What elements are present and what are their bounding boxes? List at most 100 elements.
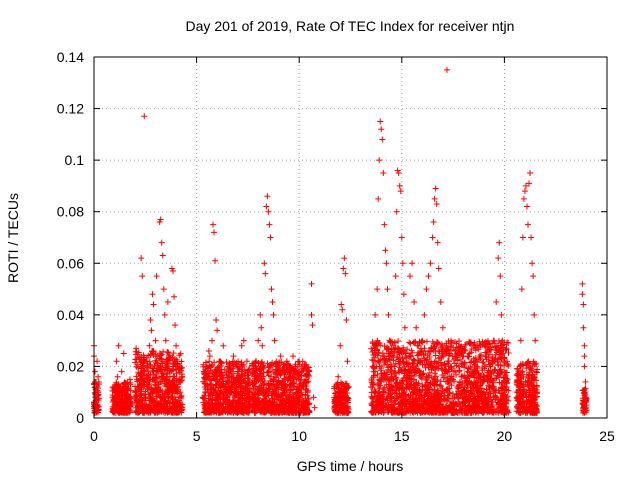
cluster-point bbox=[169, 367, 176, 374]
y-tick-label: 0.02 bbox=[57, 358, 84, 374]
y-tick-label: 0.04 bbox=[57, 307, 84, 323]
cluster-point bbox=[150, 365, 157, 372]
cluster-point bbox=[170, 350, 177, 357]
cluster-point bbox=[122, 380, 129, 387]
cluster-point bbox=[150, 348, 157, 355]
cluster-point bbox=[152, 357, 159, 364]
cluster-point bbox=[109, 408, 116, 415]
cluster-point bbox=[134, 403, 141, 410]
cluster-point bbox=[143, 364, 150, 371]
cluster-point bbox=[154, 353, 161, 360]
cluster-point bbox=[167, 381, 174, 388]
cluster-point bbox=[151, 378, 158, 385]
cluster-point bbox=[139, 400, 146, 407]
cluster-point bbox=[146, 358, 153, 365]
cluster-point bbox=[127, 400, 134, 407]
cluster-point bbox=[147, 408, 154, 415]
cluster-point bbox=[134, 361, 141, 368]
cluster-point bbox=[159, 374, 166, 381]
cluster-point bbox=[161, 397, 168, 404]
cluster-point bbox=[151, 387, 158, 394]
cluster-point bbox=[169, 395, 176, 402]
cluster-point bbox=[112, 393, 119, 400]
cluster-point bbox=[233, 375, 240, 382]
cluster-point bbox=[141, 378, 148, 385]
cluster-point bbox=[153, 398, 160, 405]
cluster-point bbox=[157, 379, 164, 386]
cluster-point bbox=[113, 402, 120, 409]
y-tick-label: 0.06 bbox=[57, 255, 84, 271]
cluster-point bbox=[145, 383, 152, 390]
cluster-point bbox=[126, 408, 133, 415]
cluster-point bbox=[135, 386, 142, 393]
cluster-point bbox=[147, 352, 154, 359]
cluster-point bbox=[170, 361, 177, 368]
cluster-point bbox=[165, 360, 172, 367]
cluster-point bbox=[172, 355, 179, 362]
cluster-point bbox=[137, 395, 144, 402]
cluster-point bbox=[95, 403, 102, 410]
cluster-point bbox=[173, 375, 180, 382]
cluster-point bbox=[155, 367, 162, 374]
cluster-point bbox=[144, 407, 151, 414]
cluster-point bbox=[167, 355, 174, 362]
y-tick-label: 0 bbox=[76, 410, 84, 426]
cluster-point bbox=[127, 403, 134, 410]
cluster-point bbox=[178, 358, 185, 365]
cluster-point bbox=[177, 350, 184, 357]
x-tick-label: 15 bbox=[394, 428, 410, 444]
cluster-point bbox=[164, 400, 171, 407]
cluster-point bbox=[167, 399, 174, 406]
y-tick-label: 0.12 bbox=[57, 101, 84, 117]
cluster-point bbox=[145, 386, 152, 393]
cluster-point bbox=[178, 365, 185, 372]
cluster-point bbox=[135, 355, 142, 362]
cluster-point bbox=[110, 406, 117, 413]
x-tick-label: 25 bbox=[599, 428, 615, 444]
cluster-point bbox=[153, 406, 160, 413]
x-tick-label: 10 bbox=[291, 428, 307, 444]
cluster-point bbox=[243, 358, 250, 365]
cluster-point bbox=[178, 407, 185, 414]
cluster-point bbox=[147, 376, 154, 383]
cluster-point bbox=[162, 366, 169, 373]
cluster-point bbox=[146, 393, 153, 400]
cluster-point bbox=[170, 382, 177, 389]
cluster-point bbox=[158, 351, 165, 358]
x-axis-label: GPS time / hours bbox=[297, 458, 404, 474]
cluster-point bbox=[145, 375, 152, 382]
cluster-point bbox=[132, 395, 139, 402]
cluster-point bbox=[133, 373, 140, 380]
cluster-point bbox=[179, 371, 186, 378]
cluster-point bbox=[143, 354, 150, 361]
cluster-point bbox=[125, 385, 132, 392]
cluster-point bbox=[96, 395, 102, 402]
y-axis-label: ROTI / TECUs bbox=[5, 193, 21, 283]
cluster-point bbox=[163, 364, 170, 371]
cluster-point bbox=[157, 355, 164, 362]
y-tick-label: 0.08 bbox=[57, 204, 84, 220]
y-tick-label: 0.1 bbox=[65, 152, 85, 168]
cluster-point bbox=[158, 373, 165, 380]
cluster-point bbox=[163, 371, 170, 378]
cluster-point bbox=[246, 376, 253, 383]
data-points bbox=[91, 66, 590, 416]
x-tick-label: 0 bbox=[90, 428, 98, 444]
cluster-point bbox=[162, 390, 169, 397]
cluster-point bbox=[162, 407, 169, 414]
cluster-point bbox=[140, 360, 147, 367]
cluster-point bbox=[157, 401, 164, 408]
cluster-point bbox=[113, 389, 120, 396]
cluster-point bbox=[167, 405, 174, 412]
cluster-point bbox=[114, 398, 121, 405]
x-tick-label: 5 bbox=[193, 428, 201, 444]
cluster-point bbox=[150, 405, 157, 412]
cluster-point bbox=[159, 360, 166, 367]
x-tick-label: 20 bbox=[497, 428, 513, 444]
cluster-point bbox=[163, 377, 170, 384]
cluster-point bbox=[171, 387, 178, 394]
cluster-point bbox=[134, 409, 141, 416]
cluster-point bbox=[137, 404, 144, 411]
cluster-point bbox=[164, 349, 171, 356]
